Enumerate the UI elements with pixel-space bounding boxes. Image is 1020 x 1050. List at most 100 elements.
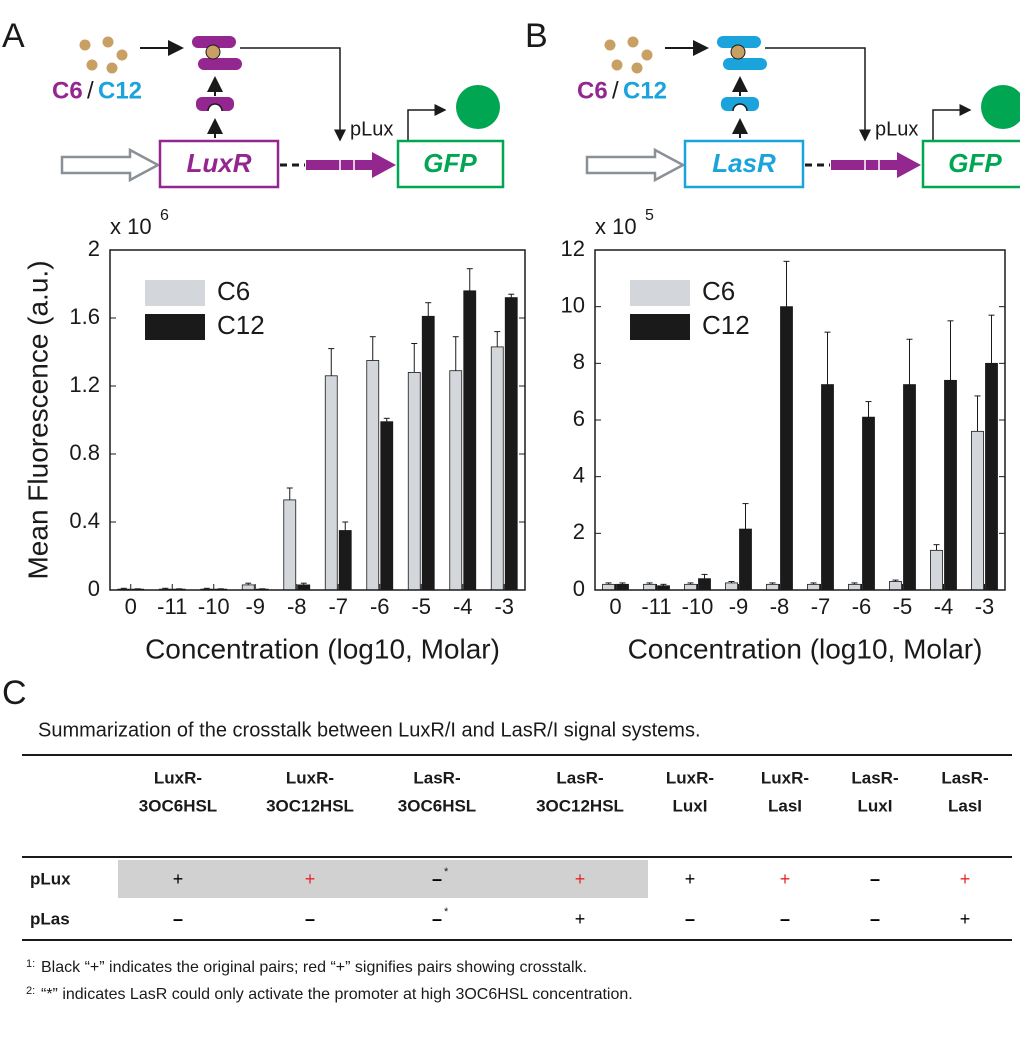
plot-frame [594, 249, 1006, 591]
x-tick-label: -3 [494, 594, 514, 619]
table-cell: + [173, 869, 184, 889]
y-tick-label: 1.6 [69, 304, 100, 329]
x-tick-label: -7 [811, 594, 831, 619]
legend-label: C6 [702, 276, 735, 306]
y-multiplier-exponent: 5 [645, 207, 654, 224]
x-tick-label: -8 [770, 594, 790, 619]
signal-label: C12 [98, 77, 142, 104]
promoter [831, 152, 921, 178]
y-tick-label: 0 [88, 576, 100, 601]
table-cell: – [432, 909, 442, 929]
promoter-label: pLux [875, 118, 918, 140]
receptor-gene-label: LasR [712, 148, 776, 178]
row-label: pLux [30, 869, 71, 888]
receptor-dimer [198, 58, 242, 70]
signal-molecule [106, 62, 118, 74]
receptor-dimer [723, 58, 767, 70]
x-tick-label: -5 [411, 594, 431, 619]
bar [338, 530, 352, 591]
plot-frame [109, 249, 526, 591]
bar [643, 583, 656, 591]
receptor-site [207, 103, 223, 112]
table-cell: + [685, 869, 696, 889]
bar [903, 384, 916, 591]
table-cell: + [960, 869, 971, 889]
receptor-dimer [192, 36, 236, 48]
column-header: LuxI [858, 796, 893, 815]
column-header: LasR- [556, 768, 603, 787]
bar [380, 421, 394, 591]
bar [848, 583, 861, 591]
bar [324, 375, 338, 591]
bar [985, 362, 998, 591]
bar [504, 297, 518, 591]
column-header: LasR- [413, 768, 460, 787]
y-multiplier-exponent: 6 [160, 207, 169, 224]
arrow [932, 104, 972, 140]
receptor-gene [683, 139, 805, 189]
y-tick-label: 0.4 [69, 508, 100, 533]
footnote-mark: 1: [26, 958, 35, 970]
column-header: LasI [948, 796, 982, 815]
legend-label: C12 [217, 310, 265, 340]
bar [930, 549, 943, 591]
y-tick-label: 12 [561, 236, 585, 261]
bar [889, 581, 902, 591]
x-axis-label: Concentration (log10, Molar) [145, 633, 500, 664]
table-cell: – [432, 869, 442, 889]
x-tick-label: -6 [852, 594, 872, 619]
reporter-gene [921, 139, 1020, 189]
signal-molecule [631, 62, 643, 74]
bar [449, 370, 463, 591]
gfp-protein [456, 85, 500, 129]
signal-label: C6 [52, 77, 83, 104]
bar [421, 315, 435, 591]
y-tick-label: 10 [561, 292, 585, 317]
legend-swatch [145, 280, 205, 306]
x-tick-label: -10 [198, 594, 230, 619]
legend-swatch [145, 314, 205, 340]
x-tick-label: -9 [729, 594, 749, 619]
column-header: LasR- [851, 768, 898, 787]
x-tick-label: 0 [609, 594, 621, 619]
footnote: “*” indicates LasR could only activate t… [41, 986, 633, 1003]
column-header: LuxI [673, 796, 708, 815]
bar [283, 499, 297, 591]
signal-molecule [86, 59, 98, 71]
gfp-protein [981, 85, 1020, 129]
legend-swatch [630, 314, 690, 340]
signal-molecule [102, 36, 114, 48]
bound-signal [730, 44, 746, 60]
table-cell: + [575, 909, 586, 929]
gene-arrow [60, 147, 161, 183]
bar [807, 583, 820, 591]
table-cell: – [305, 909, 315, 929]
y-tick-label: 8 [573, 349, 585, 374]
bar [241, 584, 255, 591]
footnote-mark: 2: [26, 985, 35, 997]
column-header: 3OC6HSL [139, 796, 217, 815]
x-axis-label: Concentration (log10, Molar) [628, 633, 983, 664]
receptor-dimer [717, 36, 761, 48]
bar [698, 578, 711, 591]
reporter-gene-label: GFP [423, 148, 477, 178]
column-header: LasR- [941, 768, 988, 787]
x-tick-label: -11 [157, 594, 187, 619]
promoter-label: pLux [350, 118, 393, 140]
table-cell: + [780, 869, 791, 889]
bar [297, 584, 311, 591]
reporter-gene [396, 139, 505, 189]
x-tick-label: 0 [125, 594, 137, 619]
table-cell: – [173, 909, 183, 929]
y-tick-label: 0.8 [69, 440, 100, 465]
y-tick-label: 2 [573, 519, 585, 544]
y-tick-label: 1.2 [69, 372, 100, 397]
y-tick-label: 0 [573, 576, 585, 601]
signal-separator: / [87, 77, 94, 104]
operator [864, 157, 880, 173]
reporter-gene-label: GFP [948, 148, 1002, 178]
signal-molecule [641, 49, 653, 61]
footnote: Black “+” indicates the original pairs; … [41, 959, 587, 976]
bar [407, 371, 421, 591]
